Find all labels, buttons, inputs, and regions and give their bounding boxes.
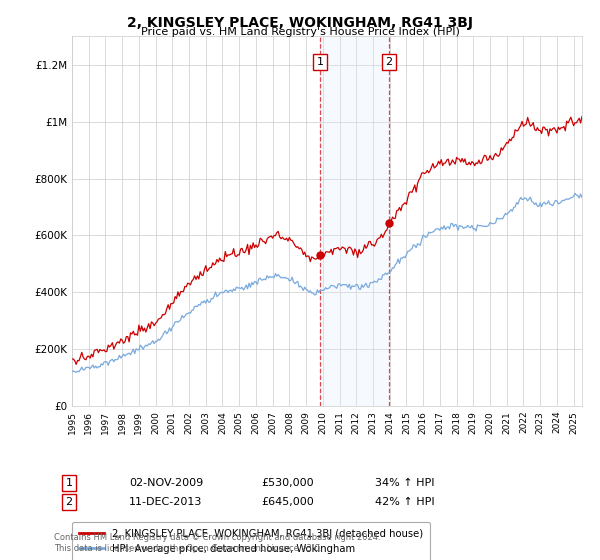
Text: £645,000: £645,000 [261, 497, 314, 507]
Text: Price paid vs. HM Land Registry's House Price Index (HPI): Price paid vs. HM Land Registry's House … [140, 27, 460, 38]
Text: 02-NOV-2009: 02-NOV-2009 [129, 478, 203, 488]
Text: £530,000: £530,000 [261, 478, 314, 488]
Text: 1: 1 [317, 57, 323, 67]
Bar [320, 36, 389, 406]
Text: 2, KINGSLEY PLACE, WOKINGHAM, RG41 3BJ: 2, KINGSLEY PLACE, WOKINGHAM, RG41 3BJ [127, 16, 473, 30]
Text: 42% ↑ HPI: 42% ↑ HPI [375, 497, 434, 507]
Text: 11-DEC-2013: 11-DEC-2013 [129, 497, 202, 507]
Text: 34% ↑ HPI: 34% ↑ HPI [375, 478, 434, 488]
Legend: 2, KINGSLEY PLACE, WOKINGHAM, RG41 3BJ (detached house), HPI: Average price, det: 2, KINGSLEY PLACE, WOKINGHAM, RG41 3BJ (… [72, 522, 430, 560]
Text: 2: 2 [385, 57, 392, 67]
Text: 1: 1 [65, 478, 73, 488]
Text: 2: 2 [65, 497, 73, 507]
Text: Contains HM Land Registry data © Crown copyright and database right 2024.
This d: Contains HM Land Registry data © Crown c… [54, 533, 380, 553]
